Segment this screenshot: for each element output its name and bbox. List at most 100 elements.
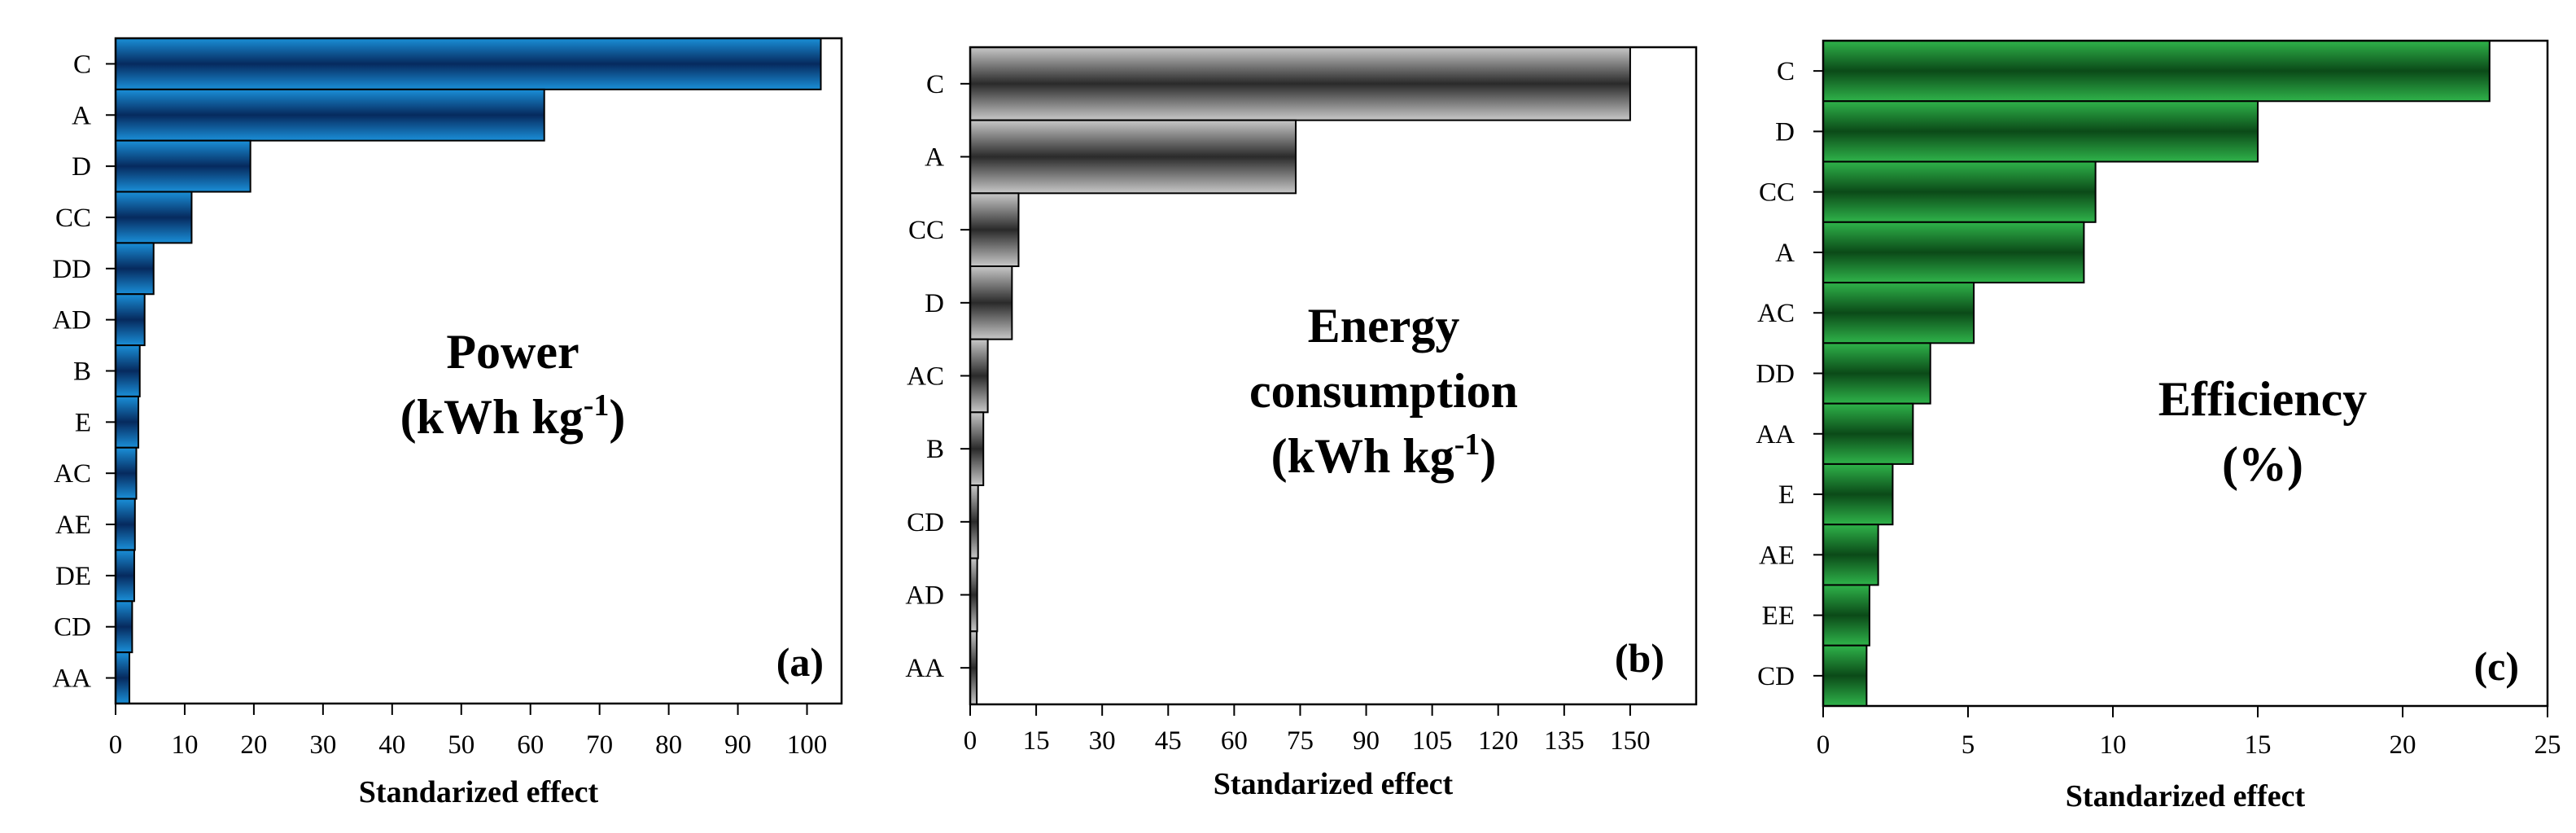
x-axis-ticks: 0 15 30 45 60 75 90 105 120 135 150 (964, 704, 1651, 756)
chart-title-line-2: consumption (1249, 364, 1518, 418)
bar-aa (115, 651, 130, 705)
x-tick-label: 150 (1610, 726, 1651, 756)
bar-ae (1822, 524, 1879, 586)
bar-ae (115, 498, 136, 551)
bar-a (1822, 221, 2085, 284)
title-unit: (kWh kg (400, 390, 584, 444)
x-tick-label: 10 (2100, 730, 2127, 760)
bar-ad (115, 293, 146, 347)
category-labels: C A CC D AC B CD AD AA (905, 70, 970, 683)
category-label: C (926, 70, 944, 99)
bar-e (115, 395, 140, 449)
x-axis-label: Standarized effect (359, 775, 599, 809)
bar-b (969, 411, 985, 487)
x-tick-label: 30 (309, 730, 336, 760)
category-label: AE (1759, 541, 1795, 570)
title-unit-close: ) (609, 390, 625, 444)
category-label: EE (1762, 602, 1795, 631)
x-tick-label: 60 (517, 730, 544, 760)
bar-a (969, 119, 1297, 195)
bar-de (115, 549, 135, 603)
x-tick-label: 40 (378, 730, 405, 760)
bar-cc (1822, 160, 2097, 223)
x-tick-label: 80 (655, 730, 682, 760)
x-tick-label: 105 (1412, 726, 1453, 756)
bar-cd (115, 600, 133, 654)
category-label: AD (52, 306, 91, 335)
title-unit: (kWh kg (1271, 429, 1454, 483)
category-label: C (73, 50, 91, 79)
category-label: AC (907, 362, 944, 392)
panel-label: (c) (2474, 643, 2520, 689)
title-unit-close: ) (1480, 429, 1496, 483)
category-label: AD (905, 581, 944, 611)
x-tick-label: 10 (171, 730, 198, 760)
x-tick-label: 135 (1544, 726, 1585, 756)
category-label: CD (907, 508, 944, 537)
category-label: B (926, 435, 944, 464)
x-tick-label: 75 (1287, 726, 1314, 756)
x-tick-label: 15 (2245, 730, 2272, 760)
panel-label: (b) (1615, 635, 1664, 681)
bar-cc (969, 192, 1020, 267)
bar-d (969, 265, 1013, 340)
chart-panel-energy-consumption: C A CC D AC B CD AD AA 0 15 30 45 60 75 90 105 120 135 150… (905, 46, 1698, 801)
bar-cc (115, 191, 193, 244)
bar-d (115, 139, 251, 193)
bar-ac (115, 446, 138, 500)
x-tick-label: 100 (787, 730, 828, 760)
panel-label: (a) (776, 639, 824, 685)
category-label: CC (55, 204, 91, 233)
bar-e (1822, 463, 1894, 526)
x-tick-label: 70 (586, 730, 613, 760)
bars-group (115, 37, 822, 705)
x-tick-label: 15 (1023, 726, 1050, 756)
bar-a (115, 88, 545, 142)
x-axis-ticks: 0 10 20 30 40 50 60 70 80 90 100 (109, 704, 828, 760)
bar-d (1822, 100, 2259, 163)
x-axis-label: Standarized effect (1214, 767, 1454, 801)
x-tick-label: 20 (240, 730, 267, 760)
x-tick-label: 90 (724, 730, 751, 760)
bars-group (1822, 40, 2491, 708)
x-axis-label: Standarized effect (2066, 779, 2306, 813)
bar-aa (1822, 402, 1914, 465)
bar-cd (969, 484, 979, 559)
bar-ad (969, 557, 978, 633)
category-label: AC (1757, 299, 1795, 328)
bar-dd (1822, 342, 1931, 405)
category-label: A (925, 143, 944, 173)
x-tick-label: 5 (1962, 730, 1975, 760)
category-label: AA (1756, 420, 1795, 449)
bar-ee (1822, 584, 1870, 647)
category-label: AA (52, 664, 91, 694)
bar-b (115, 344, 141, 397)
x-tick-label: 90 (1353, 726, 1380, 756)
x-tick-label: 0 (109, 730, 123, 760)
x-tick-label: 20 (2390, 730, 2416, 760)
bar-c (115, 37, 822, 90)
x-tick-label: 25 (2534, 730, 2561, 760)
bar-ac (969, 338, 989, 414)
category-label: E (75, 408, 91, 437)
category-label: AA (905, 654, 944, 683)
category-label: DD (1756, 360, 1795, 389)
category-label: CC (908, 216, 944, 245)
category-label: A (1775, 239, 1795, 268)
x-tick-label: 120 (1478, 726, 1519, 756)
category-label: D (72, 152, 91, 182)
chart-title-line-2: (%) (2222, 437, 2303, 491)
bars-group (969, 46, 1631, 705)
category-label: CD (1757, 662, 1795, 691)
x-tick-label: 0 (1817, 730, 1830, 760)
category-label: AE (55, 511, 91, 540)
category-label: DE (55, 562, 91, 591)
chart-title-line-1: Power (446, 325, 579, 379)
category-label: C (1777, 57, 1795, 86)
chart-title-line-1: Efficiency (2158, 372, 2368, 426)
